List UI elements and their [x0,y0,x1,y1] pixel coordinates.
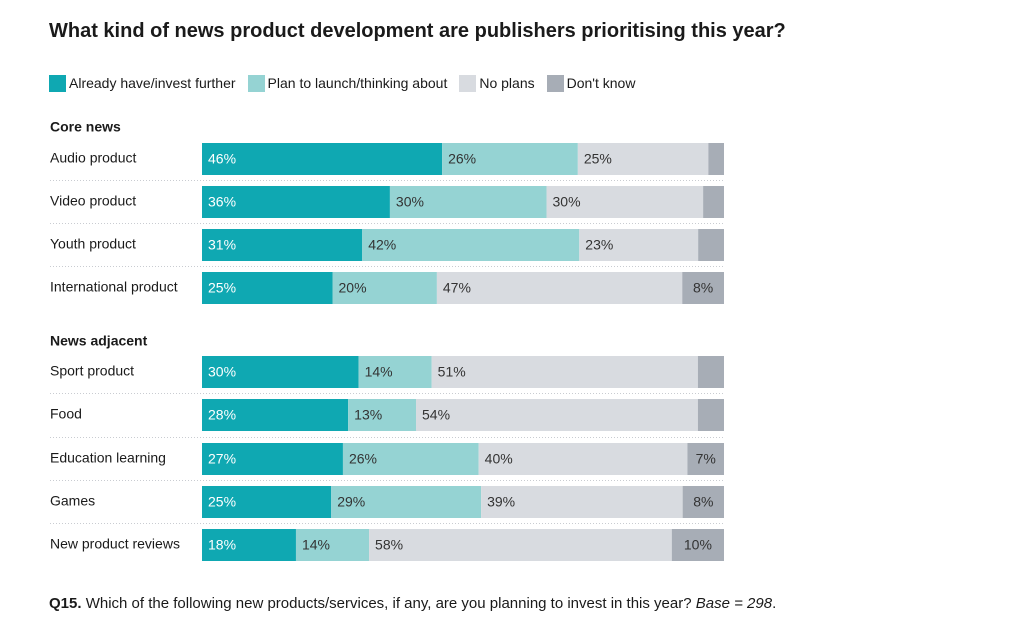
bar-segment [389,186,547,218]
legend-swatch-no-plans [459,74,477,92]
data-label: 25% [208,494,236,510]
data-label: 26% [448,151,476,167]
bar-segment [202,229,363,261]
data-label: 30% [396,194,424,210]
bar-segment [697,399,724,431]
legend-item-already: Already have/invest further [49,74,236,92]
bar-segment [202,443,343,475]
legend-label-plan: Plan to launch/thinking about [267,75,448,91]
data-label: 47% [443,280,471,296]
data-label: 46% [208,151,236,167]
bar-segment [436,272,683,304]
row-label: Audio product [50,150,137,166]
data-label: 40% [485,451,513,467]
bar-segment [442,143,578,175]
bar-segment [202,529,296,561]
row-label: Sport product [50,363,134,379]
legend-swatch-already [49,74,66,92]
chart-title: What kind of news product development ar… [49,20,786,42]
bar-segment [331,486,482,518]
data-label: 14% [302,537,330,553]
row-label: Food [50,406,82,422]
bar-segment [698,229,724,261]
data-label: 36% [208,194,236,210]
row-label: Video product [50,193,136,209]
data-label: 39% [487,494,515,510]
bar-segment [348,399,417,431]
bar-segment [416,399,698,431]
data-label: 23% [585,237,613,253]
data-label: 20% [339,280,367,296]
legend-swatch-dont-know [546,74,564,92]
legend-item-no-plans: No plans [459,74,535,92]
data-label: 30% [553,194,581,210]
data-label: 7% [696,451,716,467]
data-label: 10% [684,537,712,553]
data-label: 25% [208,280,236,296]
footnote-question: Which of the following new products/serv… [85,595,692,612]
data-label: 28% [208,407,236,423]
row-label: Education learning [50,450,166,466]
data-label: 31% [208,237,236,253]
data-label: 51% [438,364,466,380]
bar-segment [478,443,688,475]
bar-segment [546,186,704,218]
chart-legend: Already have/invest further Plan to laun… [49,74,647,92]
bar-segment [703,186,724,218]
data-label: 8% [693,494,713,510]
bar-segment [332,272,437,304]
bar-segment [202,186,390,218]
bar-segment [202,143,443,175]
bar-segment [697,356,724,388]
data-label: 54% [422,407,450,423]
bar-segment [431,356,698,388]
data-label: 25% [584,151,612,167]
legend-label-dont-know: Don't know [566,75,636,91]
bar-segment [682,486,724,518]
bar-segment [687,443,724,475]
footnote-label: Q15. [49,595,82,612]
legend-label-already: Already have/invest further [69,75,236,91]
legend-item-plan: Plan to launch/thinking about [247,74,448,92]
bar-segment [295,529,370,561]
bar-segment [202,356,359,388]
bar-segment [202,486,332,518]
row-label: Youth product [50,236,136,252]
bar-segment [342,443,479,475]
data-label: 26% [349,451,377,467]
data-label: 18% [208,537,236,553]
bar-segment [481,486,683,518]
footnote-end: . [772,595,777,612]
bar-segment [358,356,432,388]
data-label: 42% [368,237,396,253]
data-label: 14% [365,364,393,380]
bar-segment [202,399,349,431]
group-header: News adjacent [50,333,148,349]
legend-swatch-plan [247,74,265,92]
bar-segment [202,272,333,304]
legend-label-no-plans: No plans [479,75,535,91]
legend-item-dont-know: Don't know [546,74,636,92]
footnote: Q15. Which of the following new products… [49,595,776,612]
data-label: 58% [375,537,403,553]
row-label: New product reviews [50,536,180,552]
bar-segment [577,143,709,175]
bar-segment [682,272,724,304]
group-header: Core news [50,119,121,135]
row-label: Games [50,493,95,509]
footnote-base: Base = 298 [695,595,773,612]
bar-segment [579,229,699,261]
bar-segment [708,143,724,175]
bar-segment [671,529,724,561]
data-label: 30% [208,364,236,380]
row-label: International product [50,279,178,295]
data-label: 13% [354,407,382,423]
bar-segment [362,229,580,261]
data-label: 27% [208,451,236,467]
data-label: 8% [693,280,713,296]
data-label: 29% [337,494,365,510]
bar-segment [369,529,672,561]
